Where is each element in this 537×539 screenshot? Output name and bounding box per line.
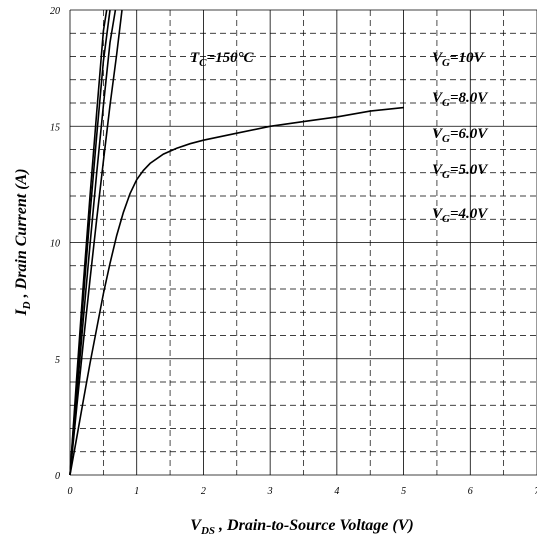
series-line-2 [69, 9, 111, 476]
x-tick-labels: 0 1 2 3 4 5 6 7 [68, 486, 537, 497]
y-tick-label: 20 [50, 6, 60, 17]
vg-label-5v: VG=5.0V [432, 162, 489, 181]
vg-label-6v: VG=6.0V [432, 126, 489, 145]
y-axis-title: ID , Drain Current (A) [13, 168, 33, 316]
vg-label-10v: VG=10V [432, 50, 486, 69]
x-tick-label: 4 [334, 486, 339, 497]
x-tick-label: 1 [134, 486, 139, 497]
x-axis-title: VDS , Drain-to-Source Voltage (V) [190, 517, 413, 537]
series-group [69, 9, 404, 476]
vg-label-4v: VG=4.0V [432, 206, 489, 225]
x-tick-label: 7 [535, 486, 537, 497]
x-tick-label: 0 [68, 486, 73, 497]
y-tick-label: 10 [50, 239, 60, 250]
x-tick-label: 3 [267, 486, 273, 497]
y-tick-label: 0 [55, 471, 60, 482]
grid [69, 9, 537, 476]
x-tick-label: 6 [468, 486, 473, 497]
vg-label-8v: VG=8.0V [432, 90, 489, 109]
temperature-annotation: TC=150°C [190, 50, 255, 69]
series-line-4 [69, 9, 123, 476]
y-tick-label: 5 [55, 355, 60, 366]
y-tick-label: 15 [50, 122, 60, 133]
series-line-5 [69, 106, 404, 476]
series-line-3 [69, 9, 117, 476]
y-tick-labels: 0 5 10 15 20 [50, 6, 60, 482]
x-tick-label: 2 [201, 486, 206, 497]
vg-labels: VG=10V VG=8.0V VG=6.0V VG=5.0V VG=4.0V [432, 50, 489, 225]
x-tick-label: 5 [401, 486, 406, 497]
